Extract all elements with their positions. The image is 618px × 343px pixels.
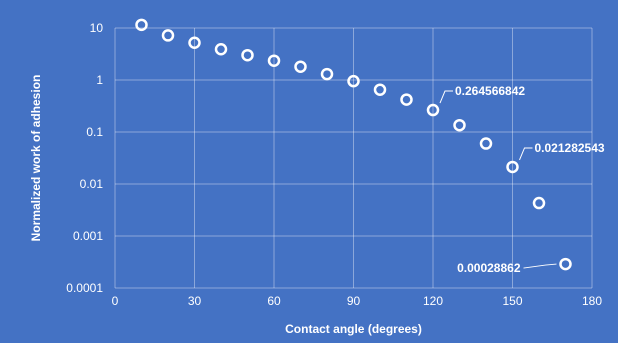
data-point <box>559 257 572 271</box>
annotation-leader-line <box>439 90 453 104</box>
x-tick-labels: 0 30 60 90 120 150 180 <box>112 294 603 308</box>
data-label: 0.021282543 <box>535 141 605 155</box>
data-point <box>426 103 440 117</box>
data-point <box>267 54 281 67</box>
y-axis-title: Normalized work of adhesion <box>29 75 43 242</box>
y-tick-label: 0.0001 <box>66 281 103 295</box>
data-point <box>400 93 413 106</box>
data-point <box>373 83 387 96</box>
x-tick-label: 60 <box>267 294 281 308</box>
data-point <box>532 196 546 210</box>
y-tick-labels: 0.0001 0.001 0.01 0.1 1 10 <box>66 21 103 295</box>
y-tick-label: 10 <box>90 21 104 35</box>
data-labels: 0.264566842 0.021282543 0.00028862 <box>455 84 605 275</box>
data-point <box>320 67 334 81</box>
x-tick-label: 120 <box>423 294 443 308</box>
data-label: 0.00028862 <box>457 261 521 275</box>
x-tick-label: 90 <box>347 294 361 308</box>
x-tick-label: 150 <box>502 294 522 308</box>
data-point <box>161 29 175 42</box>
annotation-leader-lines <box>439 90 557 269</box>
data-point <box>294 60 307 73</box>
data-point <box>241 48 254 62</box>
y-tick-label: 0.1 <box>86 125 103 139</box>
data-point <box>506 160 519 174</box>
data-point <box>453 118 466 132</box>
x-gridlines <box>114 28 593 288</box>
y-tick-label: 1 <box>96 73 103 87</box>
data-point <box>135 18 148 32</box>
data-point <box>188 36 201 50</box>
x-tick-label: 180 <box>582 294 602 308</box>
annotation-leader-line <box>523 263 557 269</box>
data-points <box>135 18 572 271</box>
y-tick-label: 0.01 <box>80 177 104 191</box>
data-label: 0.264566842 <box>455 84 525 98</box>
data-point <box>214 43 228 56</box>
y-tick-label: 0.001 <box>73 229 103 243</box>
data-point <box>347 74 360 88</box>
y-gridlines <box>115 27 592 289</box>
annotation-leader-line <box>519 147 533 161</box>
x-axis-title: Contact angle (degrees) <box>285 322 422 336</box>
data-point <box>479 137 493 150</box>
x-tick-label: 0 <box>112 294 119 308</box>
x-tick-label: 30 <box>188 294 202 308</box>
